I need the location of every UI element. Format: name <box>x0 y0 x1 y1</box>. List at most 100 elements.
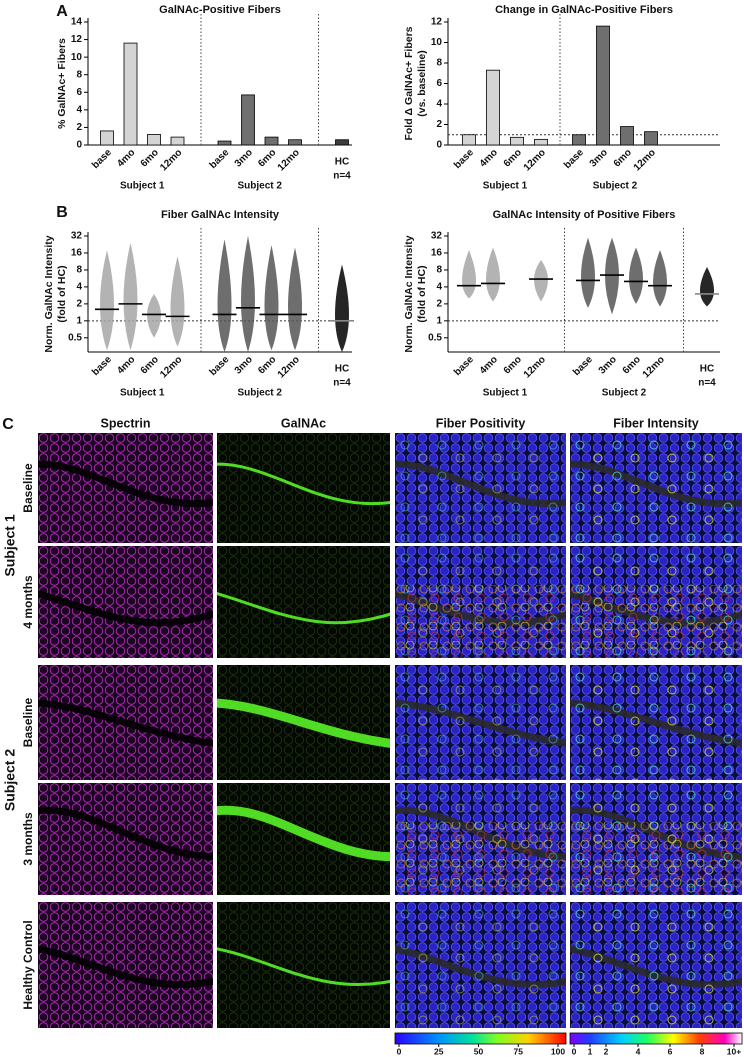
y-tick-label: 1 <box>436 315 442 326</box>
x-tick-label: base <box>562 147 586 171</box>
x-tick-label: base <box>452 147 476 171</box>
y-tick-label: 1 <box>76 315 82 326</box>
group-label: Subject 2 <box>593 181 638 192</box>
row-label: Baseline <box>21 697 35 747</box>
bar <box>596 25 610 146</box>
y-tick-label: 0 <box>436 140 442 151</box>
x-tick-label: base <box>208 147 232 171</box>
column-header: Fiber Intensity <box>613 416 698 430</box>
micrograph <box>217 902 390 1028</box>
swarm-distribution <box>653 250 667 307</box>
colorbar-tick-label: 25 <box>434 1046 444 1056</box>
row-label: Healthy Control <box>21 920 35 1009</box>
swarm-distribution <box>581 237 595 308</box>
group-label: Subject 1 <box>483 388 528 399</box>
x-tick-label: 4mo <box>478 147 500 169</box>
tissue-gap <box>38 589 213 627</box>
colorbar-tick-label: 0 <box>397 1046 402 1056</box>
chart-title: Fiber GalNAc Intensity <box>161 209 280 221</box>
x-tick-label: base <box>90 147 114 171</box>
image-background <box>217 902 390 1028</box>
bar <box>100 130 114 146</box>
x-tick-label: 12mo <box>641 354 667 380</box>
row-label: 4 months <box>21 575 35 629</box>
colorbar-tick-label: 0 <box>572 1046 577 1056</box>
chart-title: GalNAc Intensity of Positive Fibers <box>493 209 676 221</box>
micrograph <box>217 546 390 658</box>
y-tick-label: 32 <box>71 231 83 242</box>
y-tick-label: 2 <box>76 299 82 310</box>
colorbar-tick-label: 10+ <box>727 1046 741 1056</box>
x-tick-label: 12mo <box>522 147 548 173</box>
y-tick-label: 2 <box>436 119 442 130</box>
y-tick-label: 0.5 <box>428 332 442 343</box>
group-sublabel: n=4 <box>333 171 351 182</box>
bar <box>288 139 302 146</box>
swarm-distribution <box>486 247 500 302</box>
micrograph <box>217 665 390 780</box>
swarm-distribution <box>147 293 161 338</box>
micrograph <box>217 783 390 895</box>
y-axis-label: (fold of HC) <box>416 265 428 322</box>
column-header: Spectrin <box>100 416 150 430</box>
column-header: GalNAc <box>281 416 326 430</box>
colorbar-tick-label: 2 <box>604 1046 609 1056</box>
y-tick-label: 4 <box>436 99 442 110</box>
micrograph <box>570 665 742 780</box>
micrograph <box>38 546 213 658</box>
x-tick-label: 6mo <box>621 354 643 376</box>
tissue-gap <box>38 806 213 861</box>
swarm-distribution <box>288 247 302 351</box>
bar <box>534 138 548 146</box>
micrograph <box>570 546 742 658</box>
micrograph <box>570 783 742 895</box>
x-tick-label: 3mo <box>233 147 255 169</box>
x-tick-label: 3mo <box>233 354 255 376</box>
fluorescent-streak <box>217 591 390 625</box>
x-tick-label: 12mo <box>632 147 658 173</box>
colorbar <box>394 1032 567 1045</box>
y-tick-label: 12 <box>431 17 443 28</box>
fiber-overlay <box>395 902 566 1028</box>
y-axis-label: Fold Δ GalNAc+ Fibers <box>403 26 415 140</box>
tissue-gap <box>38 699 213 747</box>
x-tick-label: base <box>452 354 476 378</box>
y-tick-label: 8 <box>436 58 442 69</box>
y-tick-label: 4 <box>76 282 82 293</box>
bar <box>572 134 586 146</box>
colorbar-tick-label: 1 <box>588 1046 593 1056</box>
bar <box>510 136 524 146</box>
x-tick-label: base <box>90 354 114 378</box>
chart-title: Change in GalNAc-Positive Fibers <box>495 4 673 16</box>
swarm-distribution <box>170 256 185 347</box>
panel-label: C <box>2 416 14 433</box>
x-tick-label: 12mo <box>276 354 302 380</box>
positive-fibers <box>570 585 742 658</box>
y-axis-label: Norm. GalNAc Intensity <box>403 235 415 352</box>
image-background <box>38 783 213 895</box>
tissue-gap <box>38 460 213 508</box>
colorbar-tick-label: 8 <box>700 1046 705 1056</box>
bar <box>170 136 185 146</box>
micrograph <box>395 546 566 658</box>
group-sublabel: n=4 <box>333 378 351 389</box>
y-axis-label: Norm. GalNAc Intensity <box>43 235 55 352</box>
x-tick-label: 3mo <box>588 147 610 169</box>
y-tick-label: 10 <box>431 37 443 48</box>
row-group-label: Subject 1 <box>2 514 18 576</box>
panel-label: B <box>56 204 68 221</box>
x-tick-label: 4mo <box>115 147 137 169</box>
y-tick-label: 0 <box>76 140 82 151</box>
bar <box>335 139 349 146</box>
image-background <box>217 783 390 895</box>
y-tick-label: 6 <box>76 87 82 98</box>
colorbar-tick-label: 75 <box>514 1046 524 1056</box>
fluorescent-streak <box>217 805 390 861</box>
swarm-distribution <box>335 264 349 352</box>
bar <box>241 94 255 146</box>
micrograph <box>38 902 213 1028</box>
y-axis-label: (fold of HC) <box>56 265 68 322</box>
chart-title: GalNAc-Positive Fibers <box>159 4 281 16</box>
fiber-overlay <box>395 665 566 780</box>
